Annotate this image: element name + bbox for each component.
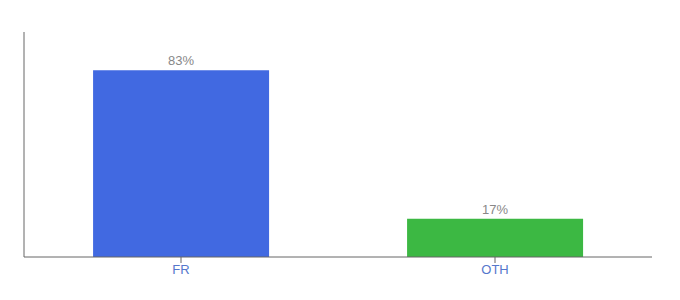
- svg-text:FR: FR: [172, 262, 189, 277]
- svg-text:OTH: OTH: [481, 262, 508, 277]
- svg-text:17%: 17%: [482, 202, 508, 217]
- svg-text:83%: 83%: [168, 53, 194, 68]
